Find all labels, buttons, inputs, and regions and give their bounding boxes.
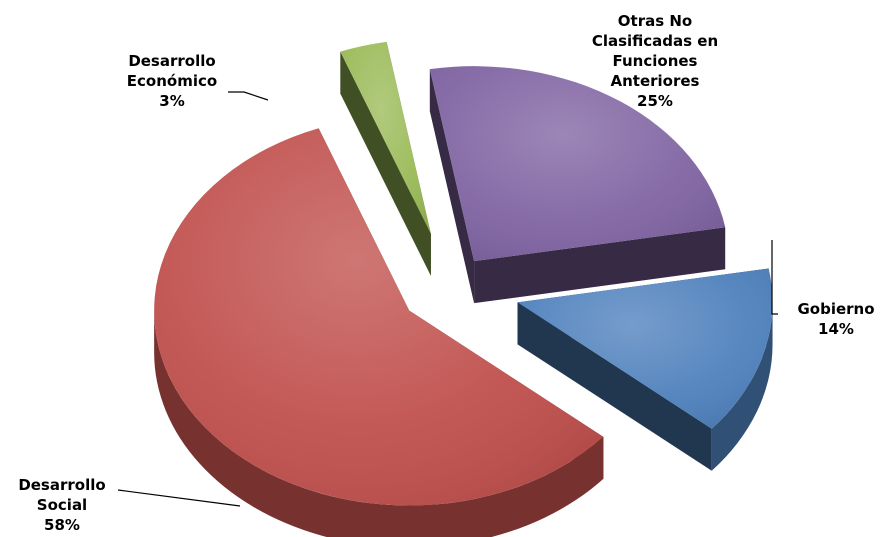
pie-slices [154, 41, 773, 537]
label-text: Funciones [613, 52, 698, 70]
label-text: Económico [127, 72, 217, 90]
label-text: Otras No [618, 12, 692, 30]
leader-line [228, 91, 269, 101]
slice-rim [154, 310, 604, 537]
label-text: Desarrollo [128, 52, 215, 70]
label-percent: 58% [44, 516, 80, 534]
leader-line [117, 489, 241, 507]
pie-labels: Otras No Clasificadas en Funciones Anterior… [18, 12, 874, 534]
label-percent: 14% [818, 320, 854, 338]
slice-desarrollo-economico [340, 41, 431, 276]
label-desarrollo-social: Desarrollo Social 58% [18, 476, 241, 534]
label-text: Anteriores [611, 72, 700, 90]
label-text: Desarrollo [18, 476, 105, 494]
slice-gobierno [517, 268, 773, 471]
label-percent: 25% [637, 92, 673, 110]
label-text: Gobierno [797, 300, 874, 318]
slice-side-wall [429, 69, 475, 304]
slice-otras [429, 66, 726, 304]
label-percent: 3% [159, 92, 184, 110]
slice-desarrollo-social [154, 128, 604, 537]
label-text: Clasificadas en [592, 32, 718, 50]
slice-rim [711, 302, 773, 471]
leader-line [771, 240, 778, 315]
slice-highlight [154, 128, 604, 506]
slice-highlight [340, 41, 431, 234]
label-gobierno: Gobierno 14% [771, 240, 875, 338]
slice-side-wall [517, 302, 712, 471]
label-otras: Otras No Clasificadas en Funciones Anterior… [592, 12, 718, 110]
slice-highlight [517, 268, 773, 429]
label-text: Social [37, 496, 87, 514]
label-desarrollo-economico: Desarrollo Económico 3% [127, 52, 269, 110]
slice-side-wall [340, 51, 431, 276]
slice-side-wall [474, 227, 726, 304]
slice-highlight [429, 66, 726, 262]
